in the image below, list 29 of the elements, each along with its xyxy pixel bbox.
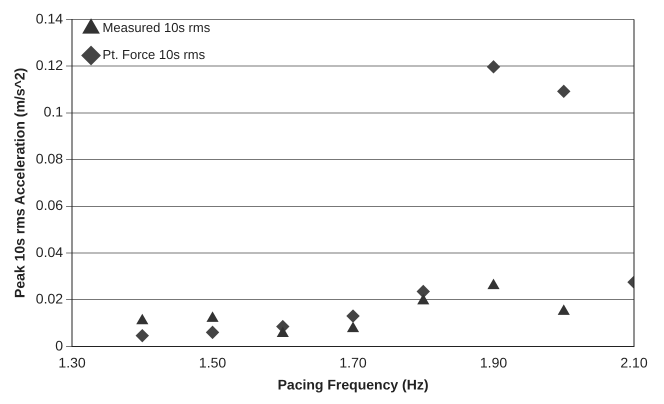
x-tick-label: 1.50 bbox=[198, 354, 226, 371]
y-tick-label: 0.12 bbox=[36, 56, 64, 73]
point bbox=[136, 314, 148, 324]
legend-label: Measured 10s rms bbox=[102, 20, 211, 36]
x-tick-label: 2.10 bbox=[620, 354, 648, 371]
y-tick-label: 0.02 bbox=[36, 290, 64, 307]
x-tick-label: 1.90 bbox=[480, 354, 508, 371]
y-tick-label: 0 bbox=[55, 337, 64, 354]
point bbox=[557, 84, 570, 98]
point bbox=[206, 326, 220, 339]
point bbox=[347, 322, 359, 332]
y-tick-label: 0.08 bbox=[36, 150, 64, 166]
point bbox=[136, 329, 149, 342]
point bbox=[558, 304, 570, 315]
point bbox=[487, 60, 500, 74]
x-axis-title: Pacing Frequency (Hz) bbox=[278, 376, 428, 392]
point bbox=[277, 327, 288, 338]
y-tick-label: 0.1 bbox=[44, 104, 64, 120]
y-tick-label: 0.14 bbox=[36, 10, 64, 26]
y-axis-title: Peak 10s rms Acceleration (m/s^2) bbox=[11, 68, 28, 298]
legend-label: Pt. Force 10s rms bbox=[102, 47, 206, 62]
x-tick-label: 1.70 bbox=[339, 354, 367, 371]
y-tick-label: 0.04 bbox=[36, 244, 64, 260]
point bbox=[418, 294, 429, 304]
y-tick-label: 0.06 bbox=[36, 197, 64, 214]
point bbox=[346, 310, 360, 323]
point bbox=[206, 312, 218, 322]
point bbox=[488, 279, 500, 290]
x-tick-label: 1.30 bbox=[58, 354, 86, 371]
